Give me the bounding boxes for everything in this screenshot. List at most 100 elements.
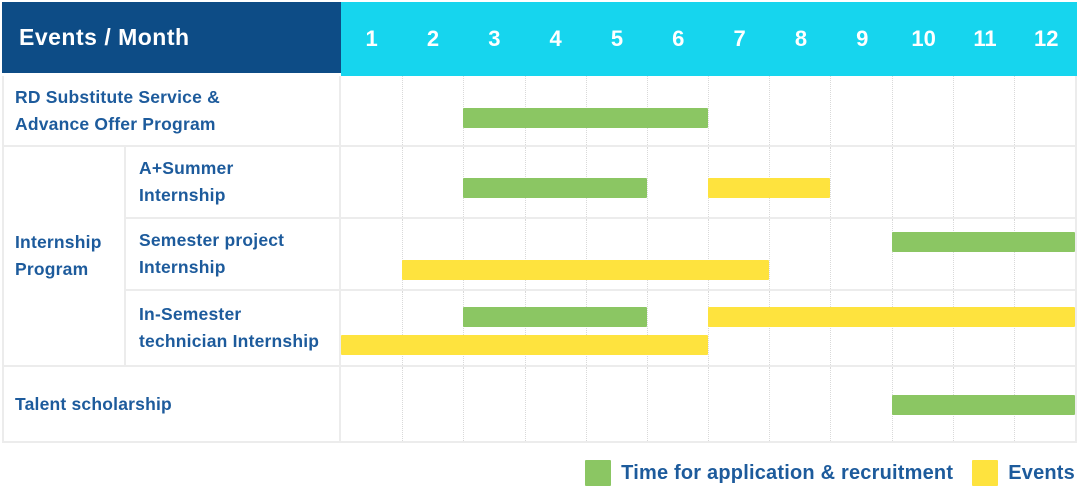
header-corner-cell: Events / Month xyxy=(2,2,341,73)
events-swatch xyxy=(972,460,999,486)
month-header-cell: 3 xyxy=(488,26,501,51)
legend-item: Events xyxy=(972,460,1075,486)
month-gridline xyxy=(830,76,832,145)
month-gridline xyxy=(585,367,587,441)
month-gridline xyxy=(585,219,587,289)
header-row: Events / Month 1 2 3 4 5 6 7 8 9 10 11 12 xyxy=(2,2,1077,76)
month-gridline xyxy=(1013,147,1015,217)
month-gridline xyxy=(524,219,526,289)
month-gridline xyxy=(402,291,404,365)
row-label: Talent scholarship xyxy=(4,367,341,441)
month-gridline xyxy=(769,76,771,145)
gantt-row: Semester project Internship xyxy=(126,219,1075,291)
month-gridline xyxy=(830,147,832,217)
month-gridline xyxy=(402,147,404,217)
row-label-line: RD Substitute Service & xyxy=(15,86,220,107)
application-bar xyxy=(463,307,647,327)
row-label: RD Substitute Service & Advance Offer Pro… xyxy=(4,76,341,145)
legend: Time for application & recruitment Events xyxy=(585,455,1075,491)
group-rows: A+Summer Internship Semester project Intern… xyxy=(126,147,1075,365)
events-bar xyxy=(708,307,1075,327)
events-bar xyxy=(402,260,770,280)
month-gridline xyxy=(524,291,526,365)
month-gridline xyxy=(769,367,771,441)
legend-label: Events xyxy=(1008,461,1075,484)
row-label-line: Internship xyxy=(139,185,226,205)
events-bar xyxy=(341,335,708,355)
month-header-cell: 2 xyxy=(426,26,440,51)
row-label-line: Semester project xyxy=(139,230,285,250)
row-label-line: Internship xyxy=(139,257,226,277)
month-header-cell: 6 xyxy=(672,26,685,51)
gantt-chart: Events / Month 1 2 3 4 5 6 7 8 9 10 11 12 RD Substi… xyxy=(2,2,1077,443)
month-gridline xyxy=(524,367,526,441)
row-label-line: In-Semester xyxy=(139,304,242,324)
application-bar xyxy=(463,178,647,198)
month-gridline xyxy=(463,291,465,365)
month-gridline xyxy=(1013,291,1015,365)
group-label-cell: Internship Program xyxy=(4,147,126,365)
row-label-line: Advance Offer Program xyxy=(15,113,216,134)
month-header-cell: 7 xyxy=(733,26,746,51)
month-gridline xyxy=(708,76,709,145)
application-bar xyxy=(463,108,708,128)
month-gridline xyxy=(952,147,954,217)
month-gridline xyxy=(708,291,709,365)
month-area xyxy=(341,147,1075,217)
row-label-line: technician Internship xyxy=(139,331,320,351)
month-area xyxy=(341,219,1075,289)
month-gridline xyxy=(891,147,893,217)
month-gridline xyxy=(830,219,832,289)
month-header-cell: 10 xyxy=(911,26,936,51)
gantt-body: RD Substitute Service & Advance Offer Pro… xyxy=(2,76,1077,443)
month-area xyxy=(341,76,1075,145)
month-gridline xyxy=(708,219,709,289)
month-gridline xyxy=(1013,76,1015,145)
gantt-row: Talent scholarship xyxy=(4,367,1075,441)
month-gridline xyxy=(708,367,709,441)
row-sublabel: In-Semester technician Internship xyxy=(126,291,341,365)
group-label-line: Program xyxy=(15,259,89,279)
legend-item: Time for application & recruitment xyxy=(585,460,953,486)
application-bar xyxy=(891,395,1075,415)
month-gridline xyxy=(463,367,465,441)
month-gridline xyxy=(646,291,648,365)
month-header-cell: 1 xyxy=(365,26,378,51)
month-gridline xyxy=(769,291,771,365)
month-header-cell: 11 xyxy=(973,26,997,51)
month-gridline xyxy=(646,147,648,217)
month-gridline xyxy=(830,291,832,365)
month-gridline xyxy=(769,219,771,289)
group-label-line: Internship xyxy=(15,232,102,252)
month-area xyxy=(341,291,1075,365)
application-swatch xyxy=(585,460,612,486)
month-gridline xyxy=(585,291,587,365)
month-gridline xyxy=(891,291,893,365)
month-gridline xyxy=(402,367,404,441)
group-band: Internship Program A+Summer Internship Semes… xyxy=(4,147,1075,367)
month-gridline xyxy=(952,291,954,365)
month-gridline xyxy=(1013,219,1015,289)
month-gridline xyxy=(402,219,404,289)
month-gridline xyxy=(952,76,954,145)
month-header-cell: 4 xyxy=(549,26,562,51)
month-header-cell: 12 xyxy=(1034,26,1059,51)
legend-label: Time for application & recruitment xyxy=(621,461,954,484)
row-label-line: Talent scholarship xyxy=(15,393,172,414)
gantt-row: A+Summer Internship xyxy=(126,147,1075,219)
month-header-cell: 5 xyxy=(610,26,624,51)
row-label-line: A+Summer xyxy=(139,158,234,178)
month-header-cell: 8 xyxy=(794,26,808,51)
month-gridline xyxy=(891,76,893,145)
gantt-row: In-Semester technician Internship xyxy=(126,291,1075,365)
application-bar xyxy=(891,232,1075,252)
events-bar xyxy=(708,178,831,198)
month-gridline xyxy=(646,219,648,289)
month-header-row: 1 2 3 4 5 6 7 8 9 10 11 12 xyxy=(341,2,1077,76)
month-area xyxy=(341,367,1075,441)
month-gridline xyxy=(952,219,954,289)
month-gridline xyxy=(463,219,465,289)
month-gridline xyxy=(646,367,648,441)
gantt-row: RD Substitute Service & Advance Offer Pro… xyxy=(4,76,1075,147)
